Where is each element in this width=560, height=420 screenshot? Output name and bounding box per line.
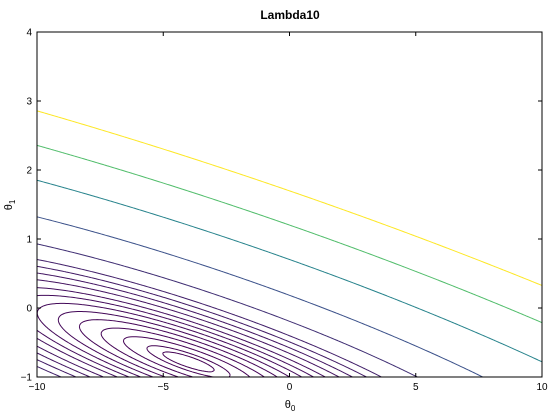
x-tick-label: −5 xyxy=(158,382,170,393)
y-axis-label-sub: 1 xyxy=(8,199,17,204)
contour-level-line xyxy=(37,216,483,377)
y-axis-label: θ1 xyxy=(3,199,17,210)
contour-level-line xyxy=(37,110,542,286)
contour-level-line xyxy=(162,351,215,373)
y-tick-label: 4 xyxy=(26,28,32,39)
contour-level-line xyxy=(37,302,303,377)
y-tick-label: 0 xyxy=(26,304,32,315)
x-axis-ticks: −10 −5 0 5 10 xyxy=(29,32,548,393)
y-tick-label: 1 xyxy=(26,235,32,246)
contour-level-line xyxy=(37,294,314,377)
contour-level-line xyxy=(37,144,542,324)
contour-level-line xyxy=(37,258,382,377)
contour-lines xyxy=(37,110,542,377)
x-axis-label: θ0 xyxy=(285,399,296,413)
x-axis-label-base: θ xyxy=(285,399,291,411)
x-tick-label: 0 xyxy=(287,382,293,393)
x-tick-label: 10 xyxy=(536,382,548,393)
contour-level-line xyxy=(37,287,326,377)
contour-level-line xyxy=(57,311,290,377)
contour-level-line xyxy=(78,319,278,377)
y-tick-label: 2 xyxy=(26,166,32,177)
contour-level-line xyxy=(37,243,418,377)
x-axis-label-sub: 0 xyxy=(291,404,296,413)
contour-level-line xyxy=(37,272,353,377)
x-tick-label: 5 xyxy=(413,382,419,393)
y-axis-label-base: θ xyxy=(3,204,15,210)
contour-level-line xyxy=(122,336,251,377)
contour-level-line xyxy=(100,327,265,377)
x-tick-label: −10 xyxy=(29,382,46,393)
y-tick-label: 3 xyxy=(26,97,32,108)
contour-level-line xyxy=(146,345,231,377)
y-tick-label: −1 xyxy=(21,373,33,384)
chart-title: Lambda10 xyxy=(260,8,320,22)
y-axis-ticks: −1 0 1 2 3 4 xyxy=(21,28,542,384)
contour-level-line xyxy=(37,279,340,377)
